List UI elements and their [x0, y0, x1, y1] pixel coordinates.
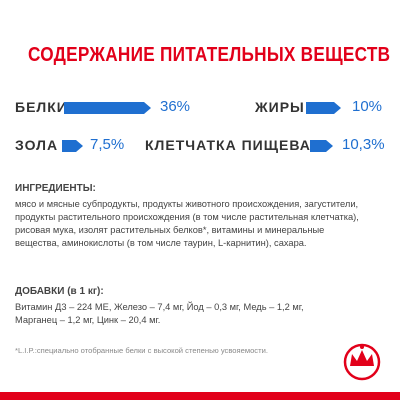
ingredients-line: вещества, аминокислоты (в том числе таур…: [15, 238, 307, 248]
arrows: [62, 102, 341, 152]
logo: [343, 343, 381, 381]
nutrient-value: 7,5%: [90, 136, 125, 153]
bottom-bar: [0, 392, 400, 400]
ingredients-heading: ИНГРЕДИЕНТЫ:: [15, 183, 96, 194]
nutrient-value: 10,3%: [342, 136, 385, 153]
additives-line: Марганец – 1,2 мг, Цинк – 20,4 мг.: [15, 315, 161, 325]
nutrient-value: 36%: [160, 98, 191, 115]
nutrient-label: ЗОЛА: [15, 137, 59, 153]
additives-heading: ДОБАВКИ (в 1 кг):: [15, 286, 104, 297]
ingredients-line: мясо и мясные субпродукты, продукты живо…: [15, 199, 359, 209]
arrow: [62, 140, 83, 152]
nutrient-label: БЕЛКИ: [15, 99, 68, 115]
arrow: [64, 102, 151, 114]
title: СОДЕРЖАНИЕ ПИТАТЕЛЬНЫХ ВЕЩЕСТВ: [28, 44, 391, 66]
arrow: [310, 140, 333, 152]
nutrient-value: 10%: [352, 98, 383, 115]
arrow: [306, 102, 341, 114]
footnote: *L.I.P.:специально отобранные белки с вы…: [15, 346, 268, 355]
additives-line: Витамин Д3 – 224 МЕ, Железо – 7,4 мг, Йо…: [15, 302, 304, 312]
ingredients-line: продукты растительного происхождения (в …: [15, 212, 359, 222]
nutrient-label: КЛЕТЧАТКА ПИЩЕВАЯ: [145, 137, 322, 153]
ingredients-line: рисовая мука, изолят растительных белков…: [15, 225, 325, 235]
nutrient-label: ЖИРЫ: [255, 99, 305, 115]
